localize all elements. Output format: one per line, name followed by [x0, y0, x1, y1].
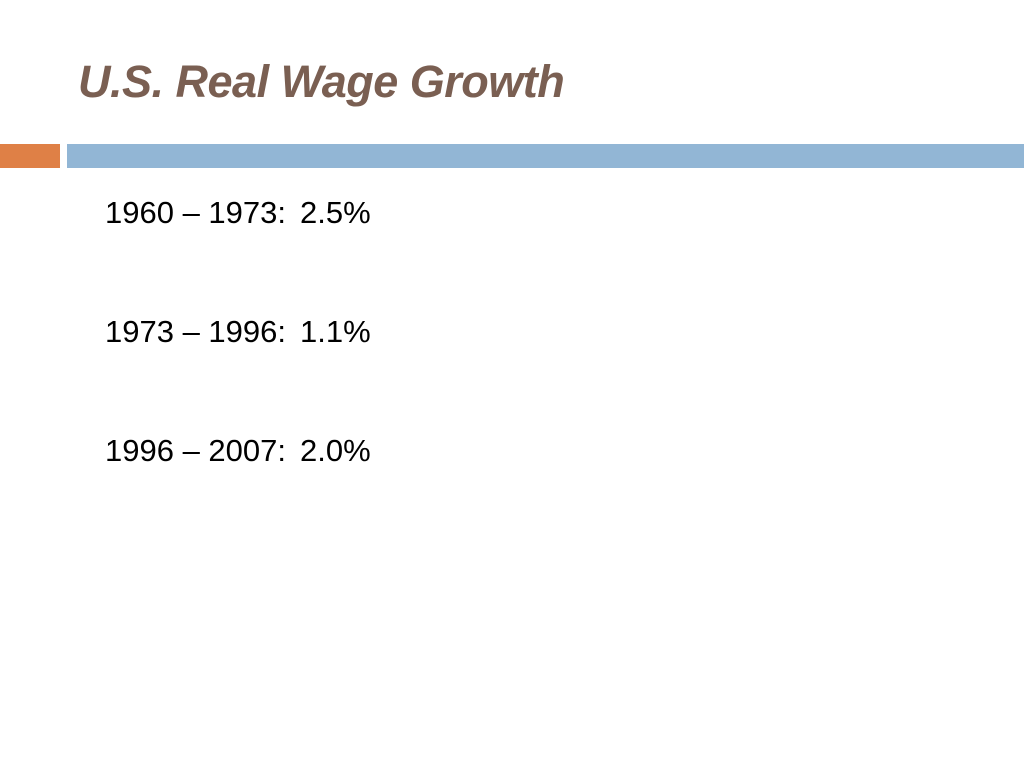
wage-growth-line: 1973 – 1996: 1.1%	[105, 307, 985, 426]
growth-value: 2.0%	[300, 433, 371, 468]
period-label: 1973 – 1996:	[105, 314, 287, 349]
wage-growth-line: 1960 – 1973: 2.5%	[105, 188, 985, 307]
accent-bar-orange	[0, 144, 60, 168]
period-label: 1960 – 1973:	[105, 195, 287, 230]
slide-content: 1960 – 1973: 2.5% 1973 – 1996: 1.1% 1996…	[105, 188, 985, 545]
period-label: 1996 – 2007:	[105, 433, 287, 468]
wage-growth-line: 1996 – 2007: 2.0%	[105, 426, 985, 545]
growth-value: 1.1%	[300, 314, 371, 349]
growth-value: 2.5%	[300, 195, 371, 230]
accent-bar-blue	[67, 144, 1024, 168]
slide-title: U.S. Real Wage Growth	[78, 56, 565, 107]
